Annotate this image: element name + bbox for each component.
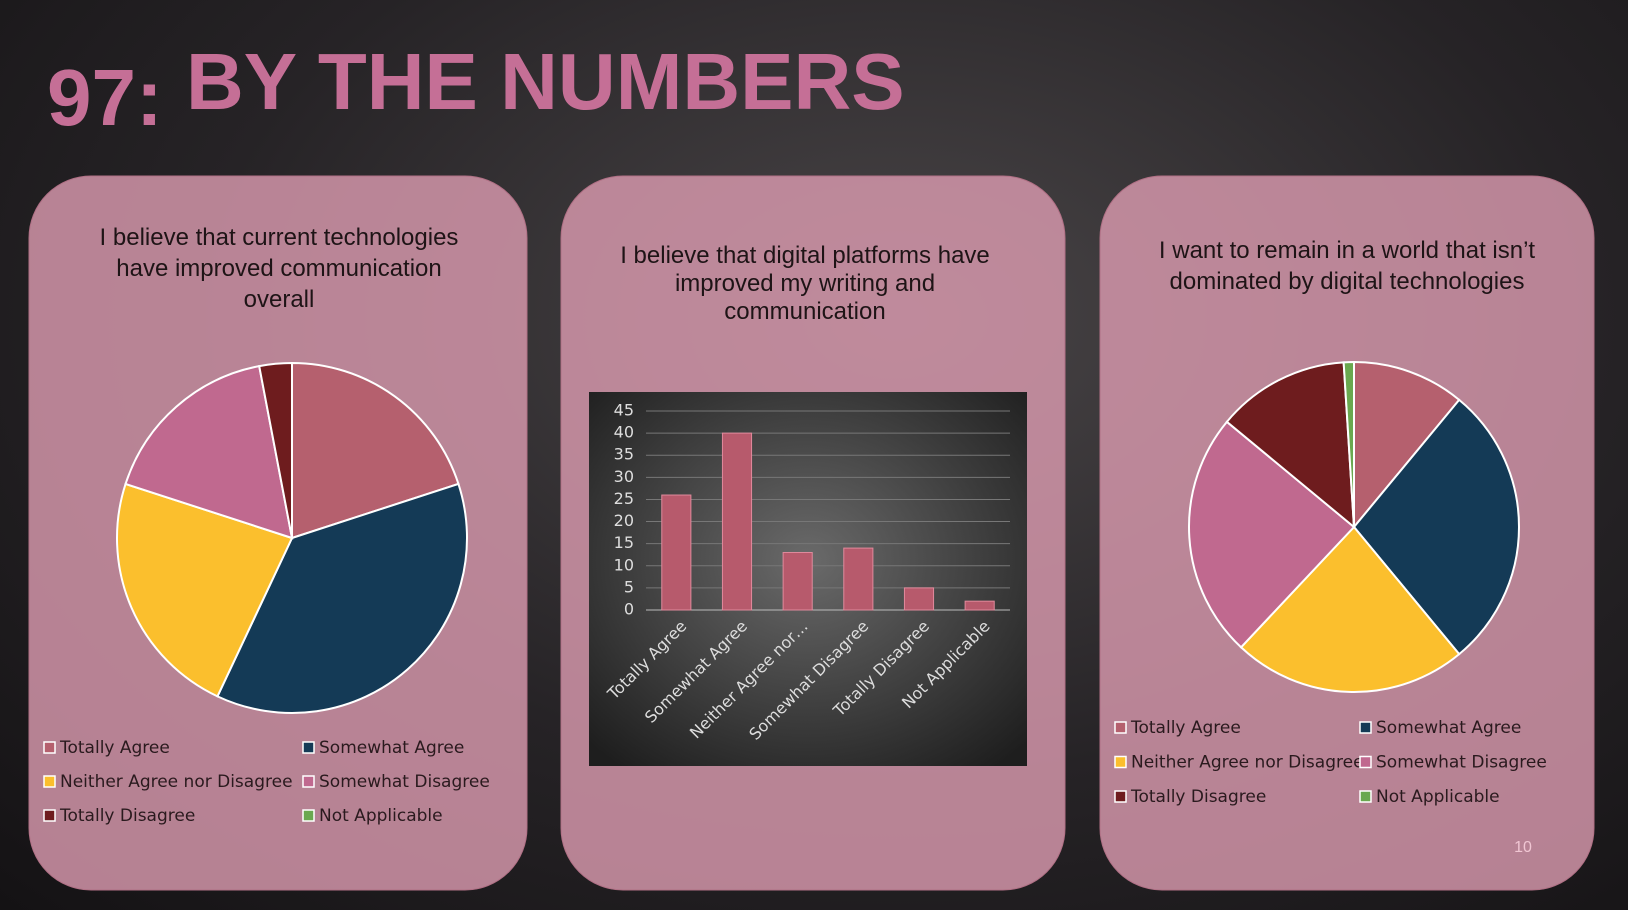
legend-swatch [1114,790,1127,803]
pie-slice [1353,360,1461,530]
bar [782,552,813,611]
pie-slice [1225,361,1356,530]
y-tick-label: 5 [624,577,634,596]
legend-swatch [43,809,56,822]
chart-title: I want to remain in a world that isn’t d… [1158,237,1536,295]
legend-label: Totally Disagree [59,806,195,826]
chart-title: I believe that digital platforms have im… [620,242,990,325]
pie-slice [216,482,468,714]
page-number: 10 [1514,839,1532,856]
pie-slice [1188,420,1356,649]
legend-label: Somewhat Disagree [319,772,490,792]
legend-label: Neither Agree nor Disagree [60,772,293,792]
bar [661,494,692,611]
legend-swatch [1359,790,1372,803]
legend-swatch [1114,755,1127,769]
legend-label: Not Applicable [319,806,443,826]
pie-slice [124,364,294,540]
bar [843,547,874,611]
pie-slice [1352,398,1520,656]
bar [721,432,753,611]
pie-slice [116,482,294,698]
legend-swatch [43,775,56,788]
slide-title: BY THE NUMBERS [186,37,905,126]
legend-label: Neither Agree nor Disagree [1131,753,1364,773]
pie-slice [291,361,460,540]
y-tick-label: 30 [614,467,634,486]
legend-label: Somewhat Agree [1376,718,1521,738]
y-tick-label: 10 [614,555,634,574]
y-tick-label: 20 [614,511,634,530]
legend-label: Totally Agree [59,738,170,758]
legend-swatch [1359,755,1372,769]
legend-label: Totally Disagree [1130,787,1266,807]
y-tick-label: 0 [624,600,634,619]
y-tick-label: 35 [614,445,634,464]
pie-slice [1239,525,1461,693]
legend-swatch [302,775,315,788]
legend-label: Totally Agree [1130,718,1241,738]
y-tick-label: 40 [614,423,634,442]
legend-swatch [43,741,56,754]
legend-label: Somewhat Agree [319,738,464,758]
legend-label: Somewhat Disagree [1376,753,1547,773]
y-tick-label: 45 [614,401,634,420]
legend-swatch [1114,721,1127,734]
legend-label: Not Applicable [1376,787,1500,807]
legend-swatch [1359,721,1372,734]
y-tick-label: 15 [614,533,634,552]
chart-title: I believe that current technologies have… [99,224,459,313]
legend-swatch [302,809,315,822]
y-tick-label: 25 [614,489,634,508]
bar [964,600,995,611]
legend-swatch [302,741,315,754]
bar [903,587,935,611]
title-number: 97: [47,53,163,142]
pie-slice [1342,360,1355,528]
